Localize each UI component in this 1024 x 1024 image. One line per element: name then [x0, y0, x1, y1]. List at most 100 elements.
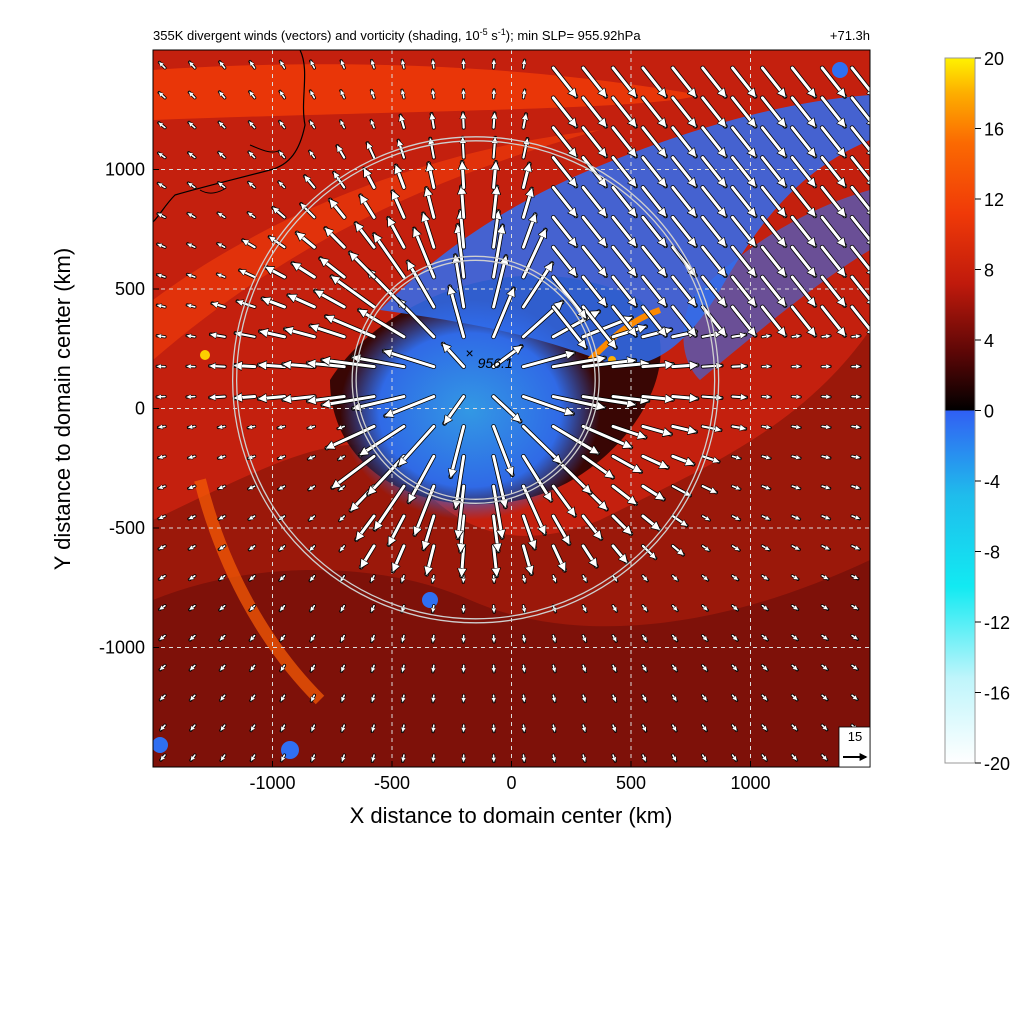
wind-vector — [553, 574, 555, 582]
wind-vector — [396, 166, 406, 189]
wind-vector — [790, 275, 815, 306]
wind-vector — [821, 576, 828, 580]
wind-vector — [611, 245, 636, 276]
wind-vector — [701, 66, 726, 97]
wind-vector — [701, 245, 726, 276]
wind-vector — [731, 574, 738, 580]
wind-vector — [220, 92, 226, 99]
wind-vector — [190, 634, 196, 640]
wind-vector — [158, 275, 166, 277]
wind-vector — [701, 126, 726, 157]
wind-vector — [523, 604, 524, 612]
wind-vector — [187, 336, 196, 337]
wind-vector — [791, 516, 799, 519]
wind-vector — [432, 574, 433, 582]
wind-vector — [367, 143, 376, 159]
wind-vector — [336, 146, 346, 159]
wind-vector — [611, 305, 636, 336]
wind-vector — [761, 754, 766, 760]
wind-vector — [761, 426, 770, 427]
wind-vector — [312, 754, 315, 761]
wind-vector — [583, 634, 586, 642]
wind-vector — [160, 634, 166, 640]
wind-vector — [159, 516, 166, 519]
wind-vector — [189, 456, 196, 458]
wind-vector — [820, 156, 845, 187]
wind-vector — [551, 156, 576, 187]
wind-vector — [250, 724, 255, 730]
wind-vector — [403, 724, 404, 731]
radius-ring — [235, 140, 716, 620]
wind-vector — [850, 185, 870, 216]
wind-vector — [850, 275, 870, 306]
svg-text:×: × — [466, 345, 474, 361]
wind-vector — [671, 66, 696, 97]
wind-vector — [188, 274, 196, 277]
wind-vector — [191, 724, 196, 730]
wind-vector — [701, 397, 722, 398]
wind-vector — [281, 664, 286, 670]
wind-vector — [403, 694, 404, 701]
wind-vector — [760, 305, 785, 336]
wind-vector — [761, 694, 766, 700]
wind-vector — [362, 169, 376, 189]
wind-vector — [190, 604, 196, 610]
wind-vector — [613, 754, 615, 761]
wind-vector — [191, 754, 196, 760]
wind-vector — [218, 456, 226, 458]
wind-vector — [613, 664, 617, 671]
wind-vector — [821, 336, 830, 337]
wind-vector — [188, 183, 196, 189]
wind-vector — [791, 336, 800, 337]
wind-vector — [330, 200, 346, 219]
wind-vector — [259, 365, 286, 367]
wind-vector — [374, 234, 406, 279]
wind-vector — [160, 604, 166, 610]
wind-vector — [321, 259, 346, 279]
wind-vector — [161, 754, 166, 760]
wind-vector — [850, 156, 870, 187]
wind-vector — [731, 245, 756, 276]
wind-vector — [761, 486, 769, 489]
wind-vector — [424, 514, 436, 549]
wind-vector — [790, 96, 815, 127]
wind-vector — [851, 456, 860, 458]
wind-vector — [372, 634, 374, 642]
wind-vector — [400, 115, 403, 129]
wind-vector — [551, 305, 585, 348]
wind-vector — [643, 634, 647, 641]
wind-vector — [611, 544, 626, 562]
wind-vector — [340, 604, 344, 612]
wind-vector — [293, 261, 316, 279]
wind-vector — [851, 426, 860, 427]
wind-vector — [581, 424, 631, 447]
wind-vector — [641, 185, 666, 216]
wind-vector — [280, 574, 286, 581]
wind-vector — [701, 485, 716, 494]
wind-vector — [387, 514, 406, 545]
wind-vector — [551, 544, 567, 570]
wind-vector — [280, 694, 284, 701]
wind-vector — [581, 245, 606, 276]
wind-vector — [280, 604, 286, 611]
wind-vector — [790, 126, 815, 157]
wind-vector — [218, 242, 226, 248]
wind-vector — [611, 185, 636, 216]
wind-vector — [220, 574, 226, 580]
wind-vector — [220, 62, 226, 69]
x-tick-label: 0 — [506, 773, 516, 793]
wind-vector — [790, 185, 815, 216]
wind-vector — [521, 454, 553, 500]
wind-vector — [461, 187, 463, 219]
wind-vector — [249, 182, 256, 189]
wind-vector — [731, 754, 737, 760]
wind-vector — [350, 253, 376, 279]
radius-ring — [231, 136, 720, 624]
wind-vector — [433, 90, 434, 99]
wind-vector — [642, 574, 647, 581]
colorbar-tick-label: 12 — [984, 190, 1004, 210]
wind-vector — [553, 634, 555, 642]
wind-vector — [671, 365, 697, 367]
wind-vector — [521, 215, 535, 249]
